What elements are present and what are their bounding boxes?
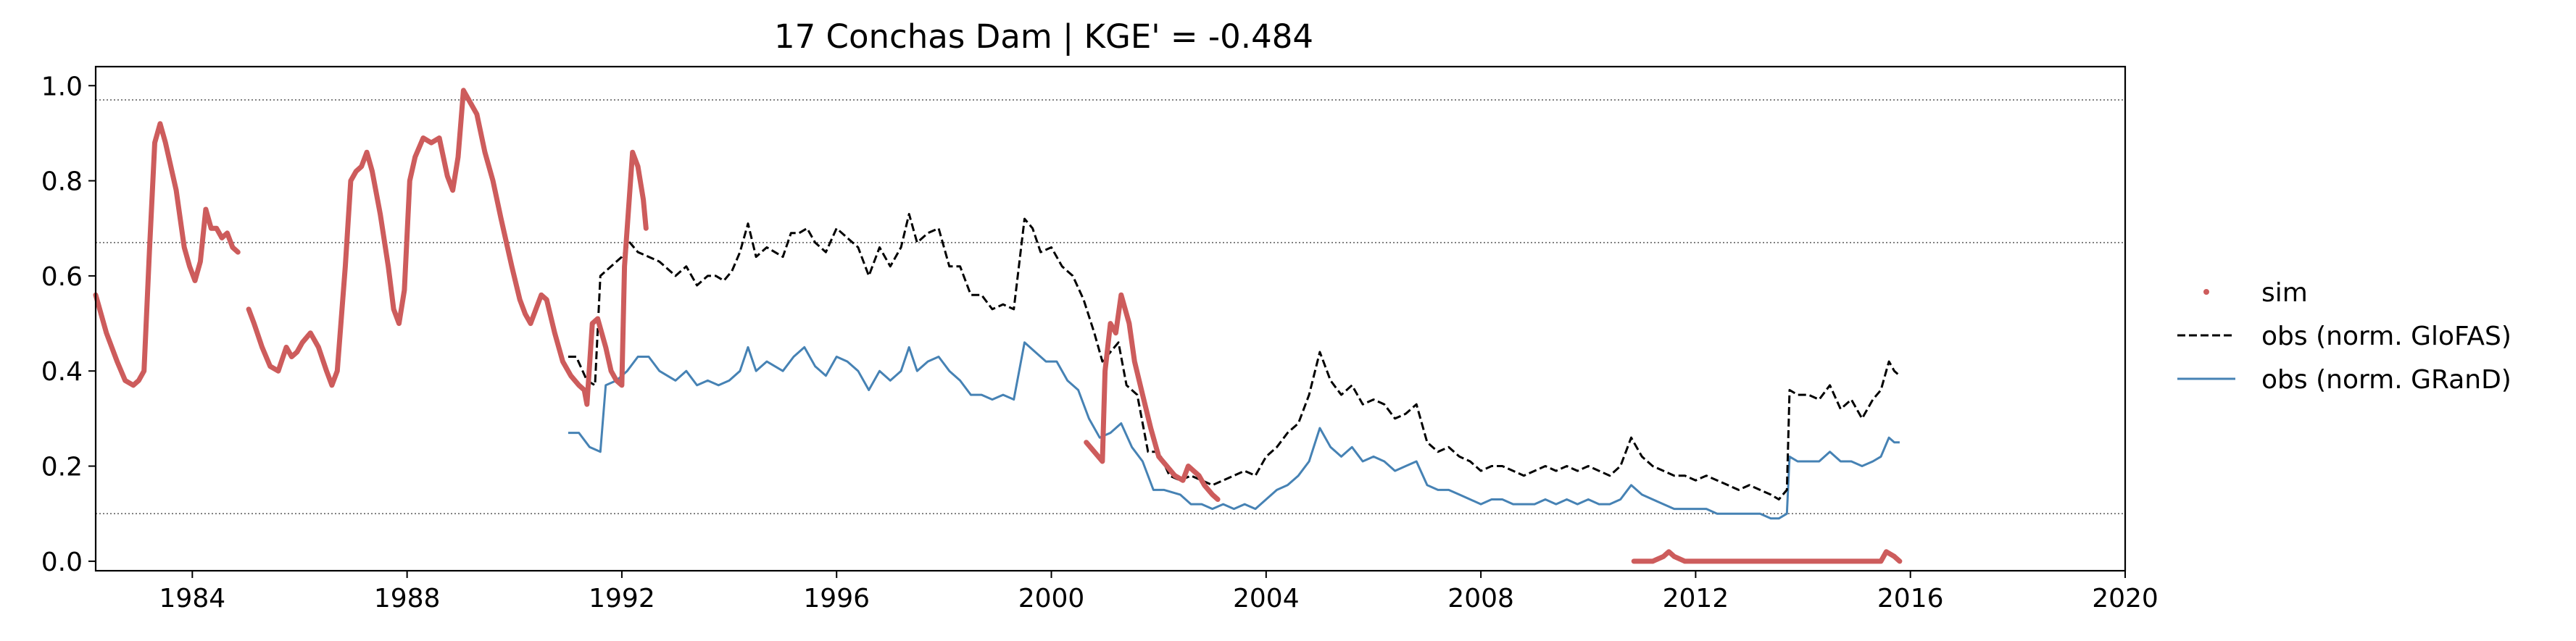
y-tick-label: 0.2 bbox=[41, 453, 83, 482]
x-tick-label: 2020 bbox=[2092, 584, 2159, 613]
series-obs-grand-line bbox=[568, 341, 1900, 520]
legend-sim-marker bbox=[2203, 289, 2209, 295]
y-tick-label: 0.6 bbox=[41, 262, 83, 292]
x-tick-label: 1988 bbox=[374, 584, 441, 613]
y-tick-label: 0.4 bbox=[41, 357, 83, 387]
x-tick-label: 2008 bbox=[1447, 584, 1514, 613]
legend: sim obs (norm. GloFAS) obs (norm. GRanD) bbox=[2177, 278, 2511, 395]
x-tick-label: 2000 bbox=[1018, 584, 1085, 613]
series-sim-segment-2 bbox=[1084, 292, 1221, 502]
chart-title: 17 Conchas Dam | KGE' = -0.484 bbox=[774, 17, 1313, 56]
legend-sim-label: sim bbox=[2261, 278, 2308, 308]
y-tick-label: 1.0 bbox=[41, 72, 83, 101]
x-tick-label: 2012 bbox=[1663, 584, 1729, 613]
plot-frame bbox=[94, 65, 2127, 572]
x-tick-label: 2016 bbox=[1877, 584, 1944, 613]
series-sim-segment-3 bbox=[1631, 549, 1903, 564]
series-sim-segment-0 bbox=[93, 121, 241, 388]
x-tick-label: 1996 bbox=[803, 584, 870, 613]
y-tick-label: 0.0 bbox=[41, 548, 83, 577]
legend-grand-label: obs (norm. GRanD) bbox=[2261, 365, 2511, 395]
legend-glofas-label: obs (norm. GloFAS) bbox=[2261, 322, 2511, 351]
x-tick-label: 1992 bbox=[589, 584, 655, 613]
y-tick-label: 0.8 bbox=[41, 167, 83, 197]
series-obs-glofas-line bbox=[568, 213, 1900, 500]
x-axis: 1984 1988 1992 1996 2000 2004 2008 2012 2016 2020 bbox=[159, 571, 2159, 613]
y-axis: 0.0 0.2 0.4 0.6 0.8 1.0 bbox=[41, 72, 96, 577]
series-sim-segment-1 bbox=[246, 88, 649, 407]
x-tick-label: 2004 bbox=[1233, 584, 1300, 613]
plot-area bbox=[93, 88, 2125, 564]
x-tick-label: 1984 bbox=[159, 584, 226, 613]
